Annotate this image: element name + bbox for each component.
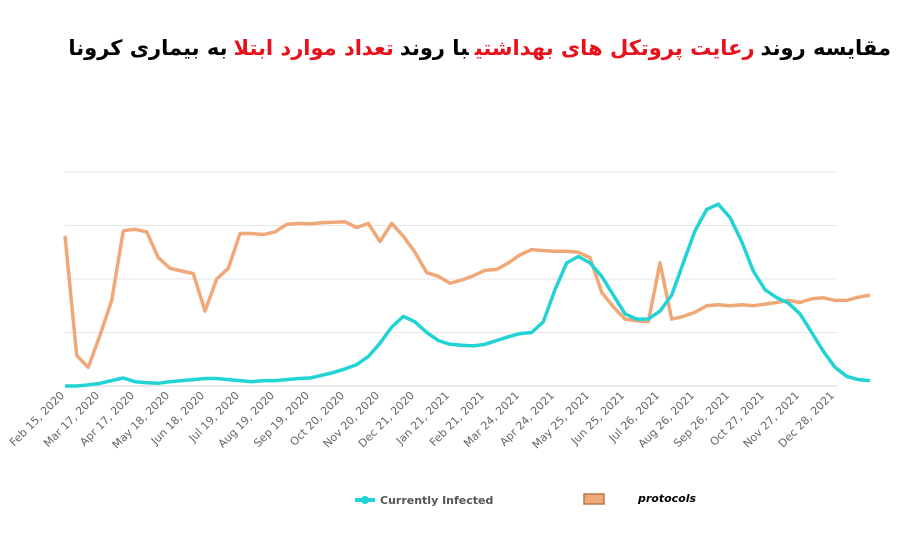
legend-marker [361, 496, 369, 504]
chart-title: مقایسه روندرعایت پروتکل های بهداشتیبا رو… [62, 36, 891, 60]
title-segment: با روند [399, 36, 469, 60]
legend-label: Currently Infected [380, 494, 493, 507]
title-segment: مقایسه روند [760, 36, 891, 60]
series-line [63, 220, 871, 370]
title-segment: رعایت پروتکل های بهداشتی [474, 36, 755, 60]
title-segment: به بیماری کرونا [68, 36, 228, 60]
legend-marker [583, 493, 605, 505]
series-line [65, 202, 871, 388]
title-segment: تعداد موارد ابتلا [233, 36, 394, 60]
legend-label: protocols [637, 492, 697, 505]
